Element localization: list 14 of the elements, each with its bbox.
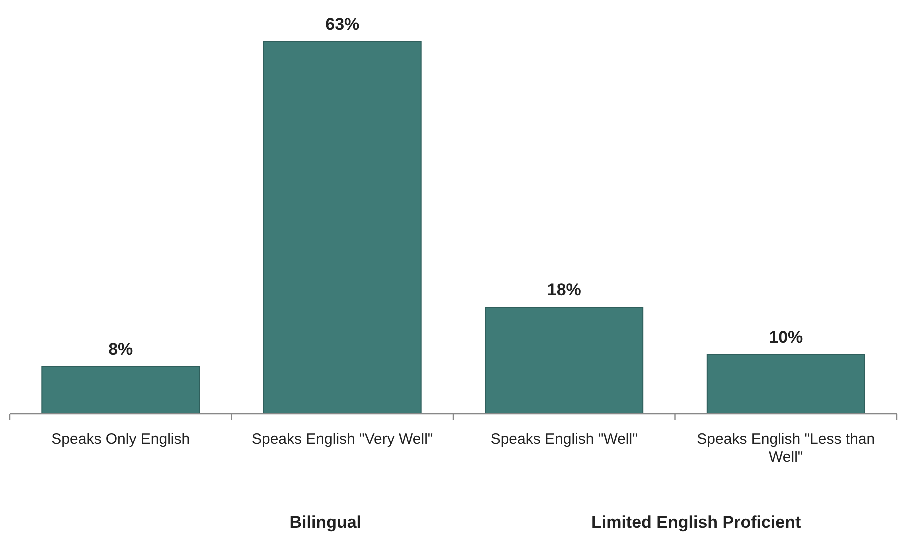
- bar: [706, 354, 866, 414]
- data-label: 63%: [326, 15, 360, 34]
- bar: [42, 366, 200, 414]
- text: Bilingual: [290, 513, 362, 532]
- bar: [263, 42, 422, 414]
- x-tick-label: Speaks English "Very Well": [252, 431, 434, 448]
- x-tick-label: Speaks Only English: [52, 431, 190, 448]
- x-tick-label: Speaks English "Well": [490, 431, 638, 448]
- data-label: 18%: [547, 280, 582, 300]
- x-tick-label: Speaks English "Less than Well": [697, 431, 876, 466]
- bar: [485, 307, 644, 414]
- text: Limited English Proficient: [591, 513, 802, 532]
- data-label: 8%: [108, 340, 134, 359]
- data-label: 10%: [769, 328, 804, 347]
